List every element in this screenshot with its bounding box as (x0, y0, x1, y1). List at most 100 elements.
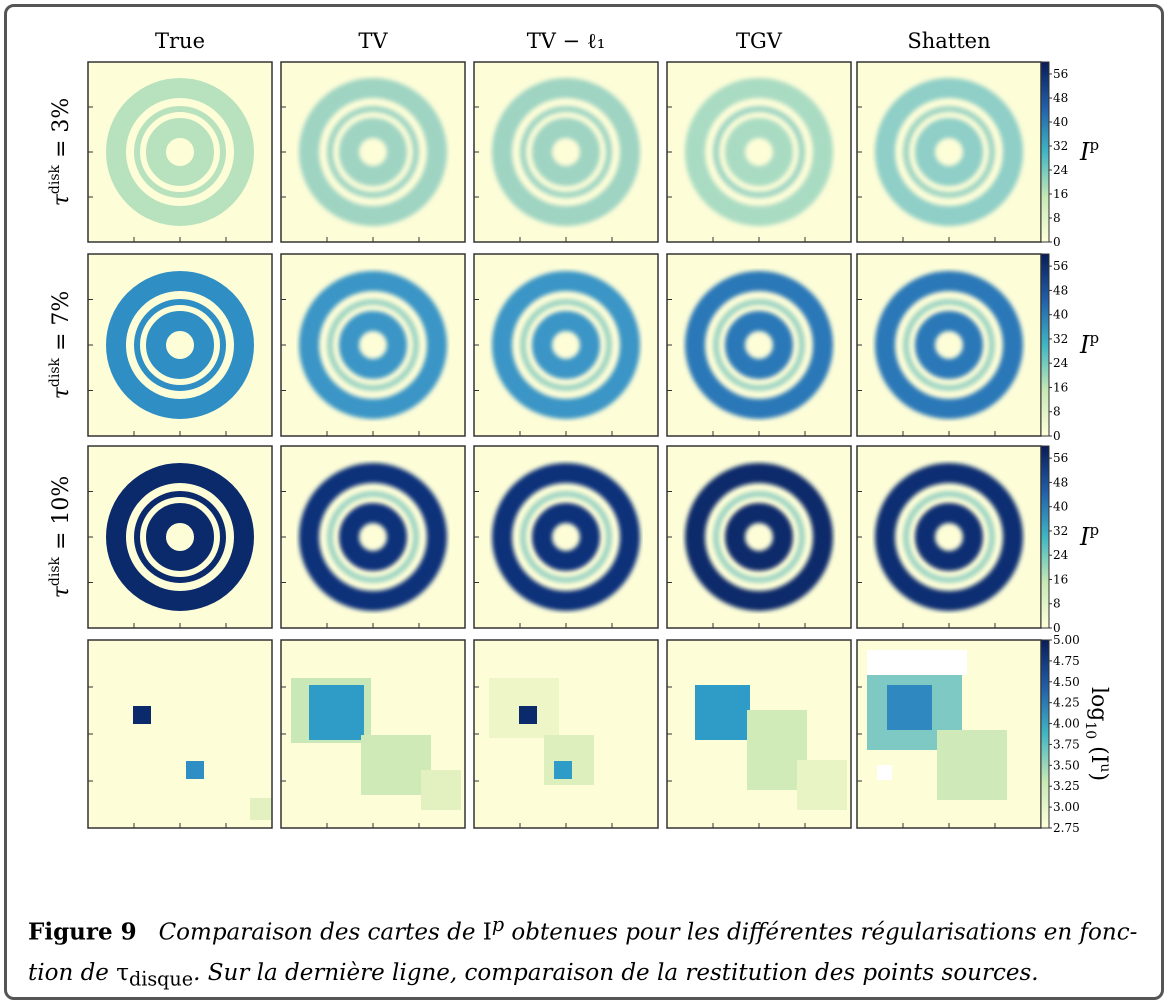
ring (327, 106, 419, 198)
image (106, 463, 254, 611)
colorbar-label-sub: 10 (1082, 721, 1098, 739)
row-label-rest: = 7% (49, 291, 74, 358)
column-title: TV (358, 29, 388, 53)
pixel-block (937, 730, 1007, 800)
pixel-block (133, 706, 151, 724)
panel (280, 445, 466, 629)
column-title: TGV (736, 29, 783, 53)
panel (280, 61, 466, 243)
image (299, 463, 447, 611)
pixel-block (695, 685, 750, 740)
image (875, 271, 1023, 419)
colorbar-tick-label: 8 (1053, 211, 1061, 225)
pixel-block (250, 798, 272, 820)
caption-sub: disque (128, 967, 194, 991)
panel (87, 445, 273, 629)
colorbar-tick-label: 16 (1053, 187, 1068, 201)
row-label-sup: disk (47, 358, 63, 388)
column-title: Shatten (907, 29, 990, 53)
ring (713, 491, 805, 583)
caption-sup: p (491, 913, 505, 936)
ring (685, 271, 833, 419)
caption-tau: τ (116, 959, 129, 986)
colorbar-tick-label: 24 (1053, 356, 1069, 370)
colorbar (1040, 445, 1050, 629)
ring (520, 106, 612, 198)
colorbar-tick-label: 16 (1053, 380, 1068, 394)
ring (713, 299, 805, 391)
image (299, 78, 447, 226)
ring (106, 78, 254, 226)
row-label-symbol: τ (49, 193, 74, 206)
colorbar-label-rest: (I (1086, 739, 1111, 763)
ring (146, 118, 214, 186)
colorbar-tick-label: 32 (1053, 139, 1068, 153)
ring (520, 299, 612, 391)
panel (856, 639, 1042, 829)
colorbar-label: Ip (1079, 521, 1099, 551)
panel (666, 61, 852, 243)
colorbar-tick-label: 8 (1053, 597, 1061, 611)
caption-text: Comparaison des cartes de (158, 919, 483, 946)
image (106, 78, 254, 226)
colorbar-label: log10 (Iu) (1082, 687, 1113, 781)
ring (875, 271, 1023, 419)
ring (725, 311, 793, 379)
pixel-block (421, 770, 461, 810)
colorbar-tick-label: 56 (1053, 259, 1068, 273)
ring (532, 503, 600, 571)
row-label: τdisk = 10% (47, 476, 74, 599)
ring (915, 311, 983, 379)
image (875, 78, 1023, 226)
pixel-block (887, 685, 932, 730)
column-title: True (155, 29, 205, 53)
image (492, 78, 640, 226)
panel (87, 61, 273, 243)
image (492, 271, 640, 419)
colorbar-tick-label: 4.00 (1053, 717, 1080, 731)
colorbar-tick-label: 24 (1053, 163, 1069, 177)
panel (87, 639, 273, 829)
colorbar-tick-label: 3.50 (1053, 758, 1080, 772)
ring (725, 503, 793, 571)
column-title: TV − ℓ₁ (527, 29, 606, 53)
colorbar-label-base: log (1086, 687, 1111, 721)
colorbar-tick-label: 32 (1053, 524, 1068, 538)
row-label: τdisk = 7% (47, 291, 74, 400)
ring (339, 118, 407, 186)
colorbar-tick-label: 0 (1053, 429, 1061, 443)
colorbar-label-base: I (1079, 331, 1090, 359)
colorbar-label-close: ) (1086, 772, 1111, 781)
ring (903, 106, 995, 198)
colorbar (1040, 61, 1050, 243)
panel (473, 253, 659, 437)
colorbar-tick-label: 40 (1053, 115, 1068, 129)
panel (280, 253, 466, 437)
image (685, 271, 833, 419)
row-label-rest: = 3% (49, 98, 74, 165)
panel (666, 639, 852, 829)
caption-text: . Sur la dernière ligne, comparaison de … (193, 959, 1039, 986)
panel (666, 445, 852, 629)
ring (713, 106, 805, 198)
panel (473, 639, 659, 829)
ring (146, 311, 214, 379)
colorbar-tick-label: 48 (1053, 91, 1068, 105)
colorbar-label-base: I (1079, 523, 1090, 551)
ring (299, 463, 447, 611)
figure: True TV TV − ℓ₁ TGV Shatten τ disk = 3% 0 8 16 24 3… (47, 29, 1113, 835)
panel (473, 445, 659, 629)
pixel-block (877, 765, 892, 780)
ring (492, 271, 640, 419)
colorbar-tick-label: 3.25 (1053, 779, 1080, 793)
colorbar-tick-label: 4.50 (1053, 675, 1080, 689)
ring (903, 299, 995, 391)
ring (915, 118, 983, 186)
colorbar-tick-label: 3.75 (1053, 737, 1080, 751)
colorbar-tick-label: 24 (1053, 548, 1069, 562)
row-label-sup: disk (47, 557, 63, 587)
ring (134, 299, 226, 391)
ring (520, 491, 612, 583)
colorbar-label-sup: p (1089, 136, 1099, 154)
colorbar (1040, 253, 1050, 437)
